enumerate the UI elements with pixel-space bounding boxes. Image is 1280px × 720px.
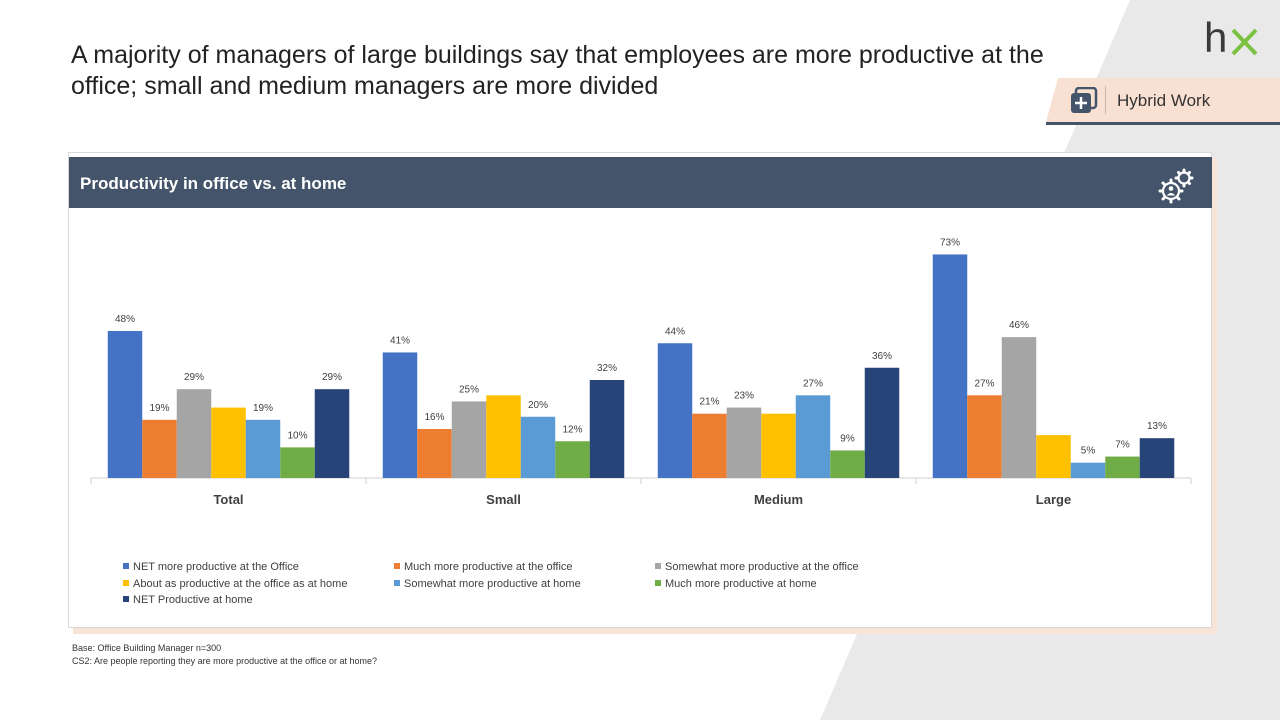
bar-total-5 <box>280 447 315 478</box>
legend-item: Somewhat more productive at the office <box>655 560 859 574</box>
bar-medium-0 <box>657 343 693 478</box>
legend-item: NET more productive at the Office <box>123 560 299 574</box>
bar-medium-5 <box>830 450 865 478</box>
category-label: Small <box>486 492 521 507</box>
bar-total-0 <box>107 331 143 478</box>
legend-swatch <box>394 579 400 586</box>
legend-label: Much more productive at the office <box>404 561 573 573</box>
data-label: 27% <box>974 378 994 389</box>
bar-large-6 <box>1139 438 1175 478</box>
data-label: 29% <box>322 372 342 383</box>
slide-title: A majority of managers of large building… <box>71 41 1044 100</box>
legend-item: Much more productive at the office <box>394 560 573 574</box>
bar-chart: 48% 19% 29% 19% 10% 29% Total 41% 16% 25% 20% 12% 32… <box>90 237 1192 507</box>
legend-swatch <box>123 596 129 603</box>
bar-total-6 <box>314 389 350 478</box>
bar-small-3 <box>486 395 521 478</box>
bar-small-6 <box>589 380 625 478</box>
data-label: 32% <box>597 363 617 374</box>
legend-item: Somewhat more productive at home <box>394 577 581 591</box>
footnote-question: CS2: Are people reporting they are more … <box>72 656 378 666</box>
legend-item: About as productive at the office as at … <box>123 577 347 591</box>
data-label: 46% <box>1009 320 1029 331</box>
legend-swatch <box>655 563 661 570</box>
data-label: 12% <box>562 424 582 435</box>
tag-divider <box>1105 86 1106 114</box>
logo-x-stroke-2 <box>1231 28 1258 56</box>
legend-label: About as productive at the office as at … <box>133 577 348 590</box>
data-label: 20% <box>528 400 548 411</box>
data-label: 10% <box>287 430 307 441</box>
data-label: 19% <box>149 403 169 414</box>
legend-label: Somewhat more productive at home <box>404 577 581 590</box>
bar-total-3 <box>211 407 246 478</box>
bar-small-0 <box>382 352 418 478</box>
data-label: 44% <box>665 326 685 337</box>
legend-item: NET Productive at home <box>123 593 253 607</box>
data-label: 29% <box>184 372 204 383</box>
bar-medium-1 <box>692 413 727 478</box>
bar-medium-4 <box>795 395 831 478</box>
data-label: 48% <box>115 314 135 325</box>
plus-square-icon <box>1071 87 1098 113</box>
bar-total-1 <box>142 419 177 478</box>
chart-legend: NET more productive at the Office Much mo… <box>123 560 1203 610</box>
bar-medium-3 <box>761 413 796 478</box>
data-label: 5% <box>1081 446 1096 457</box>
section-tag: Hybrid Work <box>1046 78 1280 125</box>
bar-small-2 <box>451 401 487 478</box>
data-label: 19% <box>253 403 273 414</box>
bar-total-4 <box>245 419 281 478</box>
data-label: 36% <box>872 351 892 362</box>
legend-item: Much more productive at home <box>655 577 817 591</box>
legend-label: Somewhat more productive at the office <box>665 561 859 573</box>
bar-large-1 <box>967 395 1002 478</box>
bar-large-5 <box>1105 456 1140 478</box>
bar-large-0 <box>932 254 968 478</box>
panel-header: Productivity in office vs. at home <box>69 157 1212 208</box>
data-label: 9% <box>840 433 855 444</box>
footnote-base: Base: Office Building Manager n=300 <box>72 643 222 653</box>
bar-small-5 <box>555 441 590 478</box>
hx-logo: h <box>1204 14 1262 63</box>
category-label: Total <box>213 492 243 507</box>
data-label: 16% <box>424 412 444 423</box>
data-label: 25% <box>459 384 479 395</box>
data-label: 13% <box>1147 421 1167 432</box>
bar-large-4 <box>1070 462 1106 478</box>
bar-small-4 <box>520 416 556 478</box>
legend-swatch <box>655 579 661 586</box>
bar-small-1 <box>417 429 452 478</box>
legend-label: Much more productive at home <box>665 577 817 590</box>
gears-person-icon <box>1158 168 1194 204</box>
data-label: 7% <box>1115 440 1130 451</box>
data-label: 23% <box>734 391 754 402</box>
category-label: Medium <box>754 492 803 507</box>
legend-label: NET Productive at home <box>133 594 253 606</box>
data-label: 41% <box>390 335 410 346</box>
chart-panel: Productivity in office vs. at home <box>68 152 1212 628</box>
tag-underline <box>1046 122 1280 125</box>
data-label: 21% <box>699 397 719 408</box>
bar-medium-2 <box>726 407 762 478</box>
tag-label: Hybrid Work <box>1117 91 1211 110</box>
data-label: 27% <box>803 378 823 389</box>
panel-title: Productivity in office vs. at home <box>80 174 347 193</box>
bar-large-3 <box>1036 435 1071 478</box>
bar-total-2 <box>176 389 212 478</box>
bar-medium-6 <box>864 367 900 478</box>
legend-label: NET more productive at the Office <box>133 561 299 573</box>
data-label: 73% <box>940 237 960 248</box>
logo-h: h <box>1204 16 1227 58</box>
legend-swatch <box>123 563 129 570</box>
category-label: Large <box>1036 492 1071 507</box>
legend-swatch <box>123 579 129 586</box>
bar-large-2 <box>1001 337 1037 478</box>
legend-swatch <box>394 563 400 570</box>
